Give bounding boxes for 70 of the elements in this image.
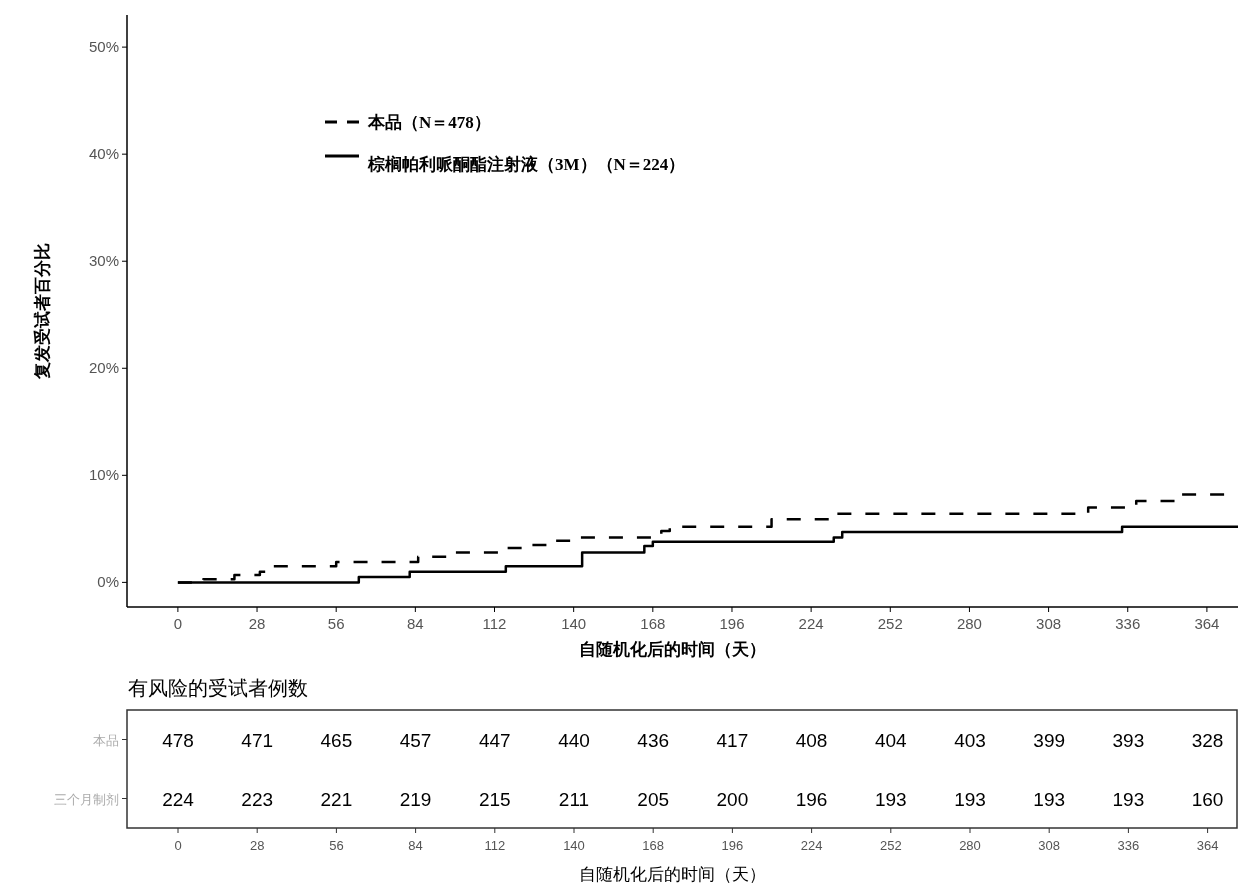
y-tick-label: 40% (88, 145, 119, 163)
x-tick-label: 84 (408, 838, 423, 853)
y-tick-label: 10% (88, 466, 119, 484)
x-tick-label: 252 (879, 838, 902, 853)
data-label: 211 (558, 788, 590, 810)
data-label: 328 (1191, 729, 1224, 751)
data-label: 471 (241, 729, 274, 751)
x-tick-label: 56 (329, 838, 344, 853)
x-tick-label: 168 (642, 838, 665, 853)
x-tick-label: 56 (327, 615, 345, 632)
data-label: 219 (399, 788, 432, 810)
data-label: 436 (637, 729, 670, 751)
x-tick-label: 196 (719, 615, 745, 632)
data-label: 408 (795, 729, 828, 751)
x-tick-label: 224 (798, 615, 824, 632)
x-tick-label: 28 (248, 615, 266, 632)
data-label: 193 (954, 788, 986, 810)
y-axis-title: 复发受试者百分比 (33, 243, 52, 380)
data-label: 193 (874, 788, 907, 810)
data-label: 478 (162, 729, 194, 751)
x-tick-label: 336 (1117, 838, 1140, 853)
data-label: 196 (795, 788, 828, 810)
x-tick-label: 280 (956, 615, 982, 632)
x-axis-title: 自随机化后的时间（天） (579, 640, 766, 659)
x-tick-label: 224 (800, 838, 823, 853)
data-label: 193 (1033, 788, 1066, 810)
legend-label: 棕榈帕利哌酮酯注射液（3M）（N＝224） (367, 155, 686, 174)
x-tick-label: 364 (1196, 838, 1219, 853)
x-tick-label: 112 (482, 615, 507, 632)
data-label: 403 (954, 729, 986, 751)
x-tick-label: 196 (721, 838, 744, 853)
x-tick-label: 0 (173, 615, 183, 632)
y-tick-label: 三个月制剂 (54, 791, 119, 807)
data-label: 160 (1191, 788, 1224, 810)
data-label: 457 (399, 729, 432, 751)
x-tick-label: 112 (484, 838, 506, 853)
x-tick-label: 308 (1036, 615, 1062, 632)
data-label: 447 (478, 729, 511, 751)
data-label: 221 (320, 788, 353, 810)
y-tick-label: 本品 (93, 732, 119, 748)
y-tick-label: 30% (88, 252, 119, 270)
legend-label: 本品（N＝478） (367, 113, 491, 132)
data-label: 399 (1033, 729, 1066, 751)
x-tick-label: 84 (407, 615, 424, 632)
data-label: 223 (241, 788, 274, 810)
x-tick-label: 0 (174, 838, 182, 853)
x-tick-label: 168 (640, 615, 666, 632)
data-label: 404 (874, 729, 908, 751)
data-label: 465 (320, 729, 353, 751)
x-tick-label: 308 (1038, 838, 1061, 853)
x-tick-label: 140 (563, 838, 585, 853)
y-tick-label: 20% (88, 359, 119, 377)
data-label: 215 (478, 788, 511, 810)
data-label: 205 (637, 788, 670, 810)
data-label: 193 (1112, 788, 1145, 810)
y-tick-label: 0% (97, 573, 119, 591)
x-tick-label: 140 (561, 615, 587, 632)
data-label: 393 (1112, 729, 1145, 751)
data-label: 224 (162, 788, 195, 810)
x-tick-label: 252 (877, 615, 903, 632)
data-label: 440 (558, 729, 590, 751)
x-tick-label: 280 (959, 838, 981, 853)
x-tick-label: 28 (249, 838, 265, 853)
data-label: 417 (716, 729, 749, 751)
x-tick-label: 364 (1194, 615, 1220, 632)
data-label: 200 (716, 788, 749, 810)
x-tick-label: 336 (1115, 615, 1141, 632)
chart-title: 有风险的受试者例数 (128, 677, 308, 699)
x-axis-title: 自随机化后的时间（天） (579, 865, 766, 884)
y-tick-label: 50% (88, 38, 119, 56)
